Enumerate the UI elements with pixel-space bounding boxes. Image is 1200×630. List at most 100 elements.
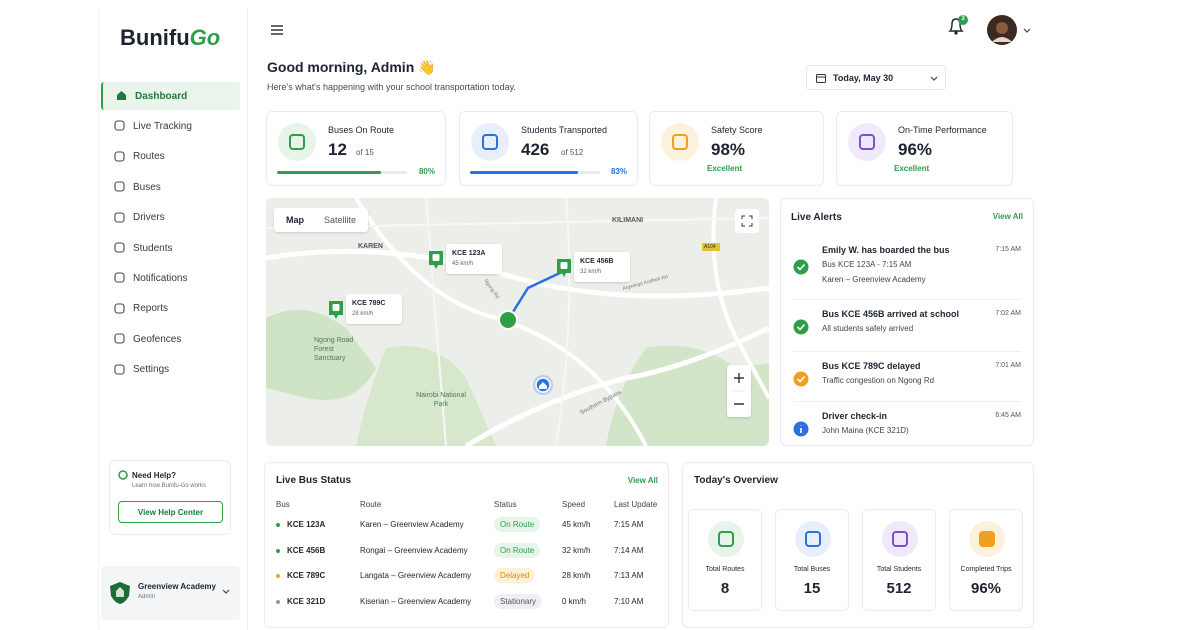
alert-title: Bus KCE 456B arrived at school <box>822 309 960 319</box>
bus-pin[interactable] <box>428 250 444 270</box>
separator <box>793 401 1021 402</box>
nav-icon <box>114 151 125 162</box>
nav-icon <box>114 272 125 283</box>
bus-speed: 45 km/h <box>452 261 474 267</box>
brand: BunifuGo <box>120 25 220 51</box>
bus-pin[interactable] <box>328 300 344 320</box>
icon-shape <box>114 272 125 283</box>
alert-time: 6:45 AM <box>995 412 1021 419</box>
nav-icon <box>117 91 126 100</box>
alert-icon <box>793 371 809 387</box>
status-dot <box>276 574 280 578</box>
bus-label: KCE 456B 32 km/h <box>574 252 630 282</box>
nav-label: Drivers <box>133 212 165 224</box>
nav-item[interactable]: Routes <box>101 143 240 171</box>
pin-icon <box>332 304 340 311</box>
view-all[interactable]: View All <box>992 212 1023 221</box>
overview-value: 96% <box>970 580 1002 597</box>
icon-shape <box>114 120 125 131</box>
map-place: Nairobi National Park <box>416 392 466 408</box>
overview-item: Total Buses 15 <box>775 509 849 611</box>
nav-item[interactable]: Buses <box>101 173 240 201</box>
bus-label: KCE 123A 45 km/h <box>446 244 502 274</box>
chevron <box>222 589 230 594</box>
status-dot <box>276 599 280 604</box>
avatar-button[interactable] <box>986 14 1032 46</box>
overview-icon <box>882 521 918 557</box>
stat-label: On-Time Performance <box>898 125 987 135</box>
overview-icon <box>969 521 1005 557</box>
icon-shape <box>805 531 821 547</box>
school-role: Admin <box>138 594 156 600</box>
menu-button[interactable] <box>271 25 283 35</box>
school-crest <box>110 582 130 604</box>
icon-bg <box>708 521 744 557</box>
bus-id: KCE 123A <box>452 250 486 257</box>
overview-label: Total Routes <box>705 566 745 573</box>
map-tab[interactable]: Satellite <box>324 215 357 225</box>
bus-id: KCE 321D <box>287 596 326 606</box>
help-subtitle: Learn how Bunifu-Go works <box>132 483 207 489</box>
date-picker[interactable]: Today, May 30 <box>806 65 946 90</box>
stat-label: Buses On Route <box>328 125 395 135</box>
alert-detail: All students safely arrived <box>822 324 914 333</box>
pin-icon <box>432 254 440 261</box>
zoom-buttons[interactable] <box>727 365 751 417</box>
nav-item[interactable]: Students <box>101 234 240 262</box>
school-card[interactable]: Greenview Academy Admin <box>101 566 240 620</box>
school-name: Greenview Academy <box>138 582 216 591</box>
icon-mark <box>796 323 806 331</box>
column-header: Status <box>494 500 517 509</box>
last-update: 7:14 AM <box>614 545 644 555</box>
brand-mark: Go <box>189 25 221 50</box>
progress-bar <box>277 171 381 174</box>
progress-label: 83% <box>610 167 627 176</box>
nav-label: Geofences <box>133 333 182 345</box>
nav-label: Routes <box>133 151 165 163</box>
icon-bg <box>471 123 509 161</box>
icon-bg <box>793 319 809 335</box>
map[interactable]: Map Satellite KAREN KILIMANI Ngong Road … <box>266 198 769 446</box>
nav-item[interactable]: Notifications <box>101 264 240 292</box>
help-icon <box>118 470 128 480</box>
nav-item[interactable]: Settings <box>101 356 240 384</box>
map-tab[interactable]: Map <box>286 215 304 225</box>
bus-id: KCE 456B <box>580 258 614 265</box>
nav-item[interactable]: Drivers <box>101 204 240 232</box>
overview-label: Completed Trips <box>960 566 1012 573</box>
speed: 32 km/h <box>562 545 591 555</box>
bus-status-card: Live Bus Status View All Bus Route Status S… <box>264 462 669 628</box>
overview-item: Total Routes 8 <box>688 509 762 611</box>
nav-item[interactable]: Dashboard <box>101 82 240 110</box>
bus-speed: 32 km/h <box>580 269 602 275</box>
help-button[interactable]: View Help Center <box>118 501 223 523</box>
stat-card: Buses On Route 12 of 15 80% <box>266 111 446 186</box>
nav-item[interactable]: Live Tracking <box>101 112 240 140</box>
stat-of: of 15 <box>356 148 374 157</box>
speed: 0 km/h <box>562 596 587 606</box>
icon-bg <box>278 123 316 161</box>
view-all[interactable]: View All <box>627 476 658 485</box>
nav-icon <box>114 303 125 314</box>
bell-button[interactable] <box>946 14 970 38</box>
nav-item[interactable]: Reports <box>101 295 240 323</box>
last-update: 7:13 AM <box>614 571 644 580</box>
greeting: Good morning, Admin 👋 <box>267 59 436 75</box>
icon-shape <box>114 242 125 253</box>
nav-item[interactable]: Geofences <box>101 325 240 353</box>
icon-bg <box>793 259 809 275</box>
nav-label: Dashboard <box>135 90 188 102</box>
status-pill: Delayed <box>494 568 536 583</box>
stat-value: 96% <box>898 140 933 159</box>
column-header: Route <box>360 500 382 509</box>
sidebar <box>98 8 248 630</box>
route: Rongai – Greenview Academy <box>360 545 468 555</box>
speed: 28 km/h <box>562 571 591 580</box>
bus-pin[interactable] <box>556 258 572 278</box>
fullscreen-button[interactable] <box>735 209 759 233</box>
stat-of: of 512 <box>561 148 584 157</box>
overview-value: 8 <box>720 580 730 597</box>
column-header: Speed <box>562 500 586 509</box>
stat-card: On-Time Performance 96% Excellent <box>836 111 1013 186</box>
map-place: KAREN <box>358 243 383 250</box>
